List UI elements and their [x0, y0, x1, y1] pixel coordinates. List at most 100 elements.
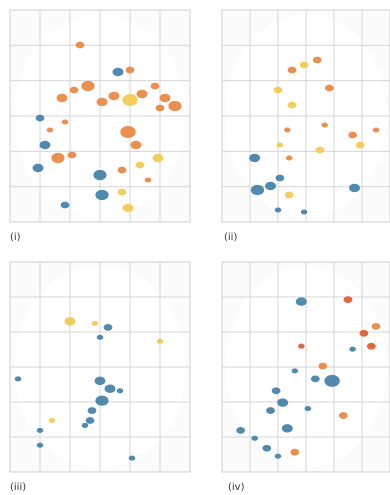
spot: [349, 347, 356, 352]
spot: [86, 417, 95, 424]
panel: [222, 262, 390, 472]
spot: [373, 127, 380, 132]
spot: [275, 207, 282, 212]
figure: (i) (ii) (iii) (iv): [0, 0, 390, 495]
spot: [76, 42, 85, 49]
spot: [236, 427, 245, 434]
spot: [296, 297, 307, 306]
panel-label: (iv): [228, 482, 245, 493]
spot: [298, 344, 305, 349]
panel: [222, 10, 390, 222]
spot: [160, 94, 171, 103]
spot: [288, 102, 297, 109]
spot: [97, 335, 104, 340]
spot: [275, 175, 284, 182]
spot: [120, 126, 135, 138]
spot: [277, 142, 284, 147]
spot: [153, 154, 164, 163]
spot: [301, 209, 308, 214]
spot: [118, 167, 127, 174]
spot: [88, 407, 97, 414]
spot: [93, 170, 106, 180]
spot: [95, 190, 108, 200]
spot: [321, 122, 328, 127]
spot: [65, 317, 76, 326]
spot: [344, 296, 353, 303]
spot: [305, 406, 312, 411]
spot: [262, 445, 271, 452]
spot: [290, 449, 299, 456]
spot: [117, 388, 124, 393]
spot: [123, 204, 134, 213]
spot: [348, 132, 357, 139]
spot: [249, 154, 260, 163]
spot: [300, 62, 309, 69]
spot: [282, 424, 293, 433]
spot: [40, 141, 51, 150]
spot: [372, 323, 381, 330]
spot: [157, 339, 164, 344]
spot: [318, 363, 327, 370]
spot: [104, 324, 113, 331]
spot: [359, 330, 368, 337]
spot: [286, 155, 293, 160]
spot: [136, 162, 145, 169]
spot: [92, 321, 99, 326]
spot: [274, 87, 283, 94]
spot: [82, 423, 89, 428]
spot: [95, 377, 106, 386]
spot: [272, 387, 281, 394]
spot: [36, 115, 45, 122]
spot: [145, 177, 152, 182]
spot: [324, 375, 339, 387]
spot: [15, 376, 22, 381]
spot: [49, 418, 56, 423]
spot: [113, 68, 124, 77]
panel-label: (ii): [224, 232, 237, 243]
spot: [70, 87, 79, 94]
panel: [10, 10, 190, 222]
spot: [33, 164, 44, 173]
spot: [251, 436, 258, 441]
spot: [285, 192, 294, 199]
spot: [68, 152, 77, 159]
spot: [47, 127, 54, 132]
spot: [356, 142, 365, 149]
spot: [313, 57, 322, 64]
spot: [266, 407, 275, 414]
spot: [126, 67, 135, 74]
spot: [131, 141, 142, 150]
spot: [156, 105, 165, 112]
spot: [168, 101, 181, 111]
spot: [62, 119, 69, 124]
panel-label: (iii): [10, 482, 26, 493]
spot: [95, 396, 108, 406]
spot: [118, 189, 127, 196]
panel-label: (i): [10, 232, 21, 243]
spot: [61, 202, 70, 209]
spot: [311, 375, 320, 382]
spot: [325, 85, 334, 92]
spot: [97, 98, 108, 107]
spot: [339, 412, 348, 419]
spot: [367, 343, 376, 350]
spot: [37, 428, 44, 433]
spot: [265, 182, 276, 191]
spot: [129, 456, 136, 461]
spot: [109, 92, 120, 101]
spot: [137, 90, 148, 99]
spot: [275, 454, 282, 459]
spot: [349, 184, 360, 193]
spot: [105, 385, 116, 394]
spot: [151, 83, 160, 90]
spot: [81, 81, 94, 91]
panel: [10, 262, 190, 472]
spot: [292, 368, 299, 373]
spot: [316, 147, 325, 154]
spot: [284, 127, 291, 132]
spot: [57, 94, 68, 103]
spot: [122, 94, 137, 106]
spot: [251, 185, 264, 195]
spot: [51, 153, 64, 163]
spot: [288, 67, 297, 74]
